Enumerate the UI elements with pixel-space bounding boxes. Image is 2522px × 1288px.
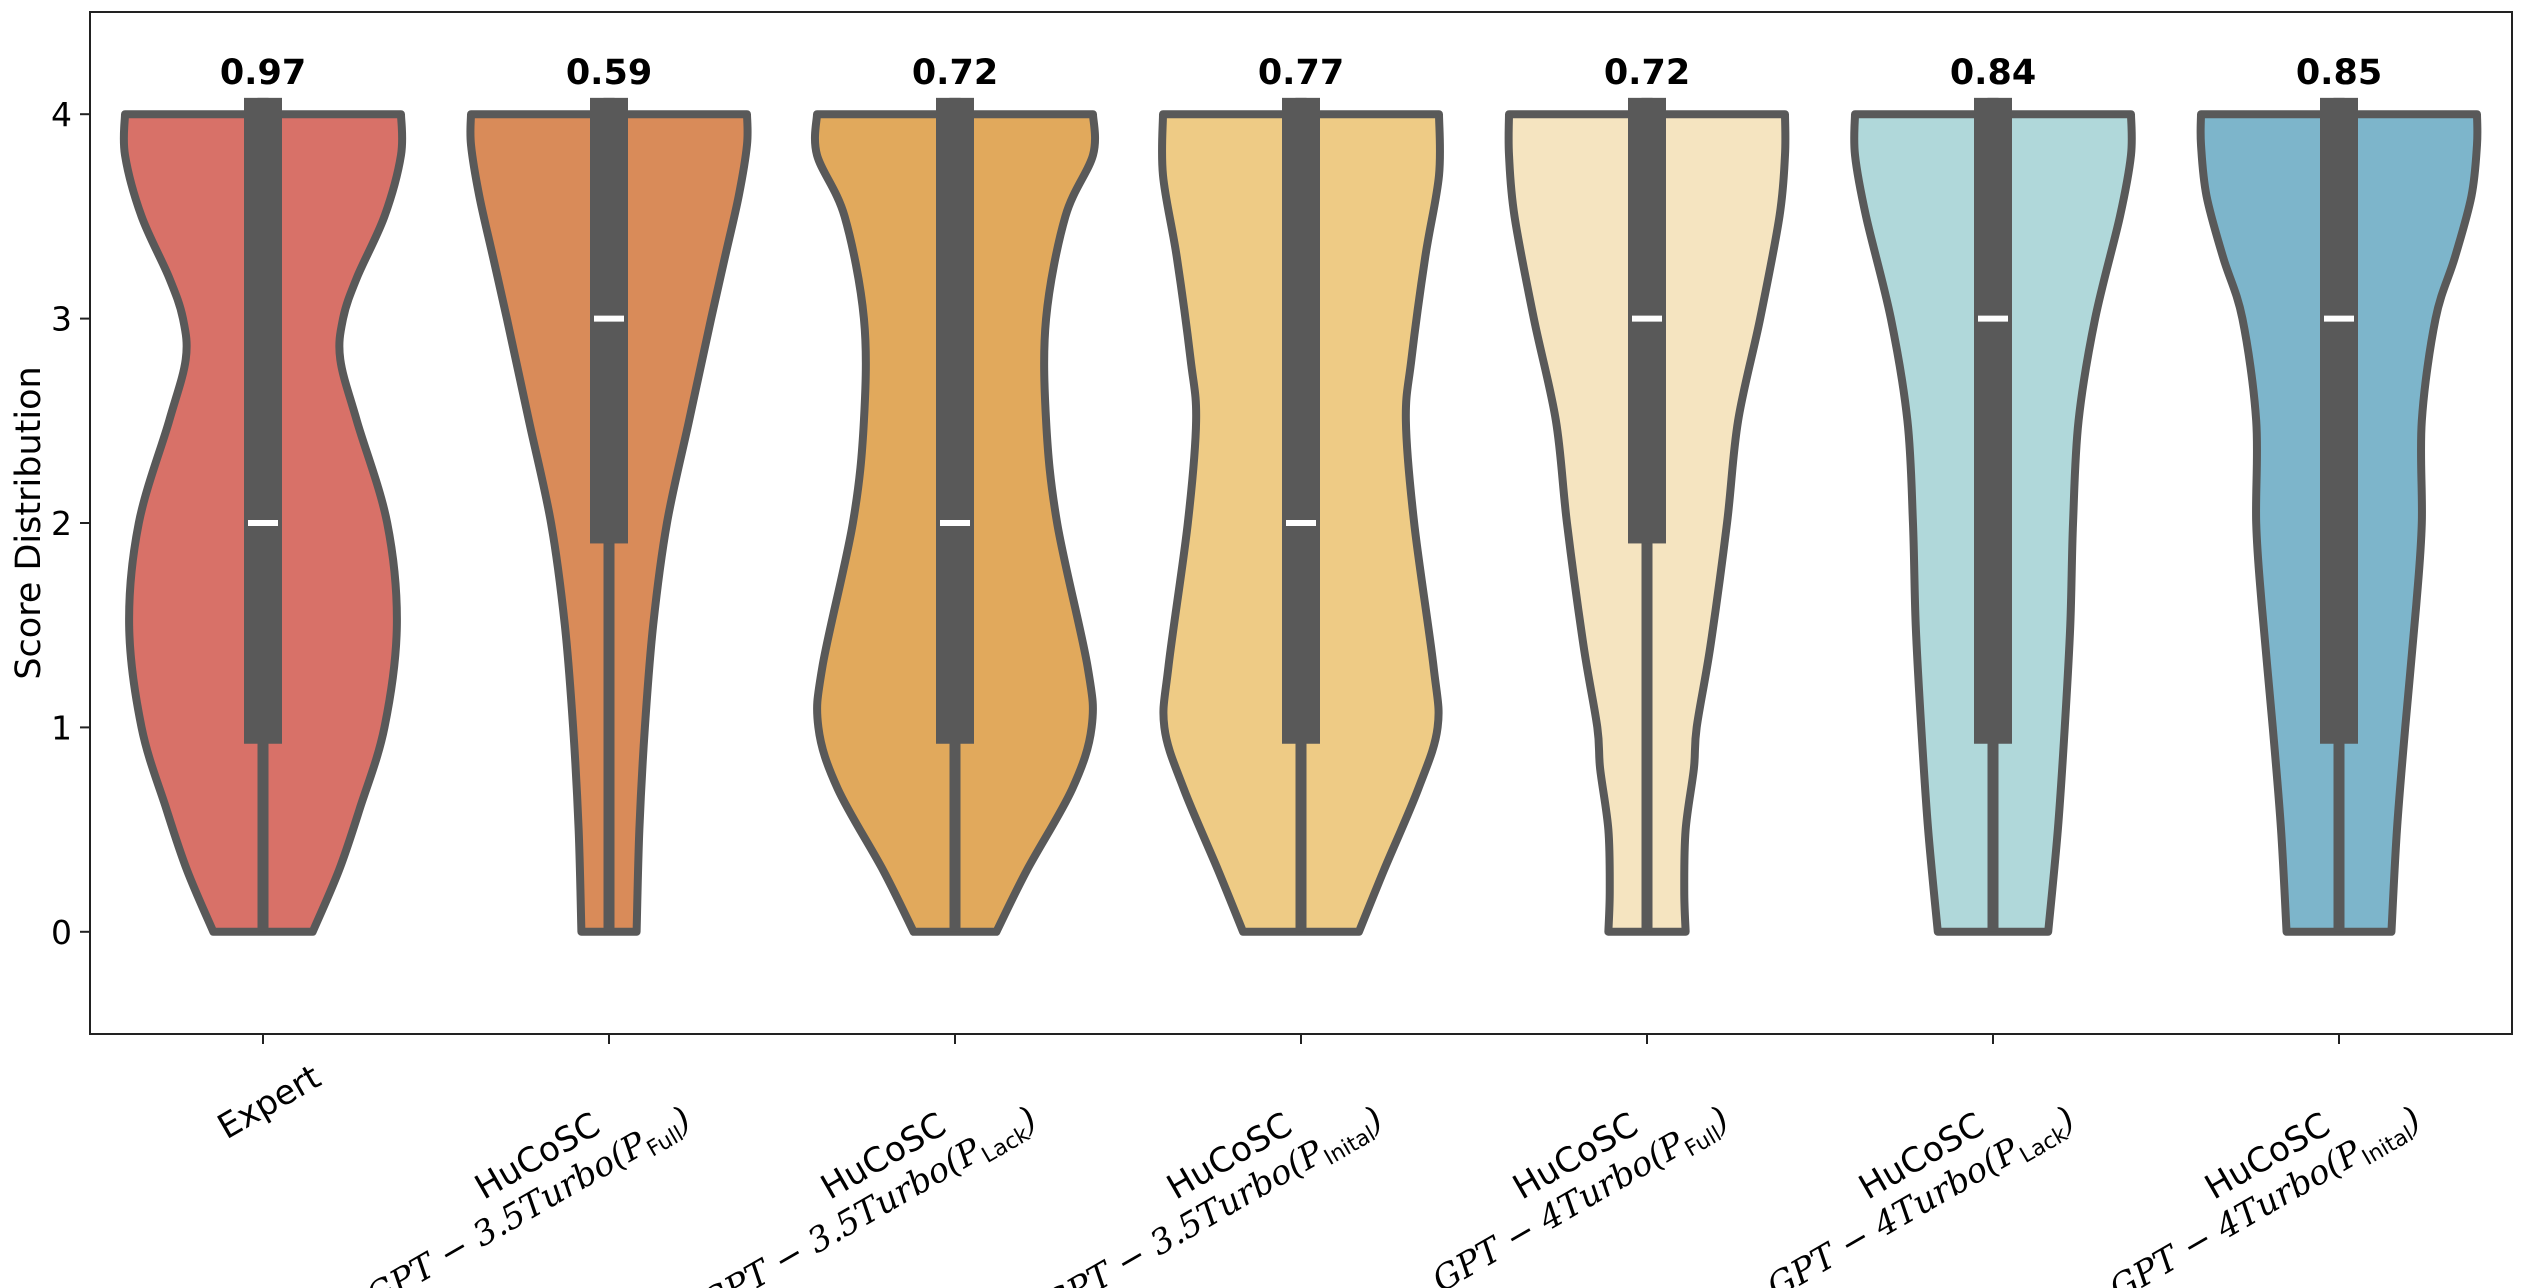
value-label: 0.85 (2296, 53, 2382, 93)
violin-group: 0.97 (119, 53, 407, 936)
value-label: 0.77 (1258, 53, 1344, 93)
violin-iqr-box (1974, 97, 2012, 744)
y-tick-label: 3 (51, 300, 72, 339)
violin-iqr-box (936, 97, 974, 744)
violins-layer: 0.97 0.59 0.72 0.77 0.72 0.84 0.85 (119, 53, 2482, 936)
x-tick-label-math: GPT − 4Turbo(PFull) (1426, 1099, 1738, 1288)
violin-iqr-box (244, 97, 282, 744)
y-tick-label: 1 (51, 708, 72, 747)
y-axis: 0 1 2 3 4 (51, 95, 90, 952)
value-label: 0.72 (912, 53, 998, 93)
violin-group: 0.85 (2196, 53, 2482, 936)
y-axis-title: Score Distribution (9, 366, 49, 679)
violin-group: 0.72 (1504, 53, 1790, 936)
violin-group: 0.77 (1157, 53, 1445, 936)
x-tick-label-math: GPT − 3.5Turbo(PLack) (694, 1099, 1045, 1288)
y-tick-label: 4 (51, 95, 72, 134)
violin-group: 0.84 (1850, 53, 2136, 936)
y-tick-label: 2 (51, 504, 72, 543)
x-tick-label-line: Expert (211, 1057, 327, 1147)
x-tick-label: Expert (211, 1057, 327, 1147)
x-tick-label-math: GPT − 4Turbo(PInital) (2103, 1099, 2430, 1288)
violin-group: 0.72 (810, 53, 1100, 936)
violin-group: 0.59 (466, 53, 752, 936)
violin-iqr-box (2320, 97, 2358, 744)
x-tick-label-math: GPT − 3.5Turbo(PFull) (360, 1099, 700, 1288)
x-tick-label-math: GPT − 4Turbo(PLack) (1761, 1099, 2084, 1288)
value-label: 0.97 (220, 53, 306, 93)
y-tick-label: 0 (51, 913, 72, 952)
value-label: 0.59 (566, 53, 652, 93)
violin-iqr-box (1282, 97, 1320, 744)
value-label: 0.72 (1604, 53, 1690, 93)
value-label: 0.84 (1950, 53, 2036, 93)
x-tick-label-math: GPT − 3.5Turbo(PInital) (1037, 1099, 1392, 1288)
